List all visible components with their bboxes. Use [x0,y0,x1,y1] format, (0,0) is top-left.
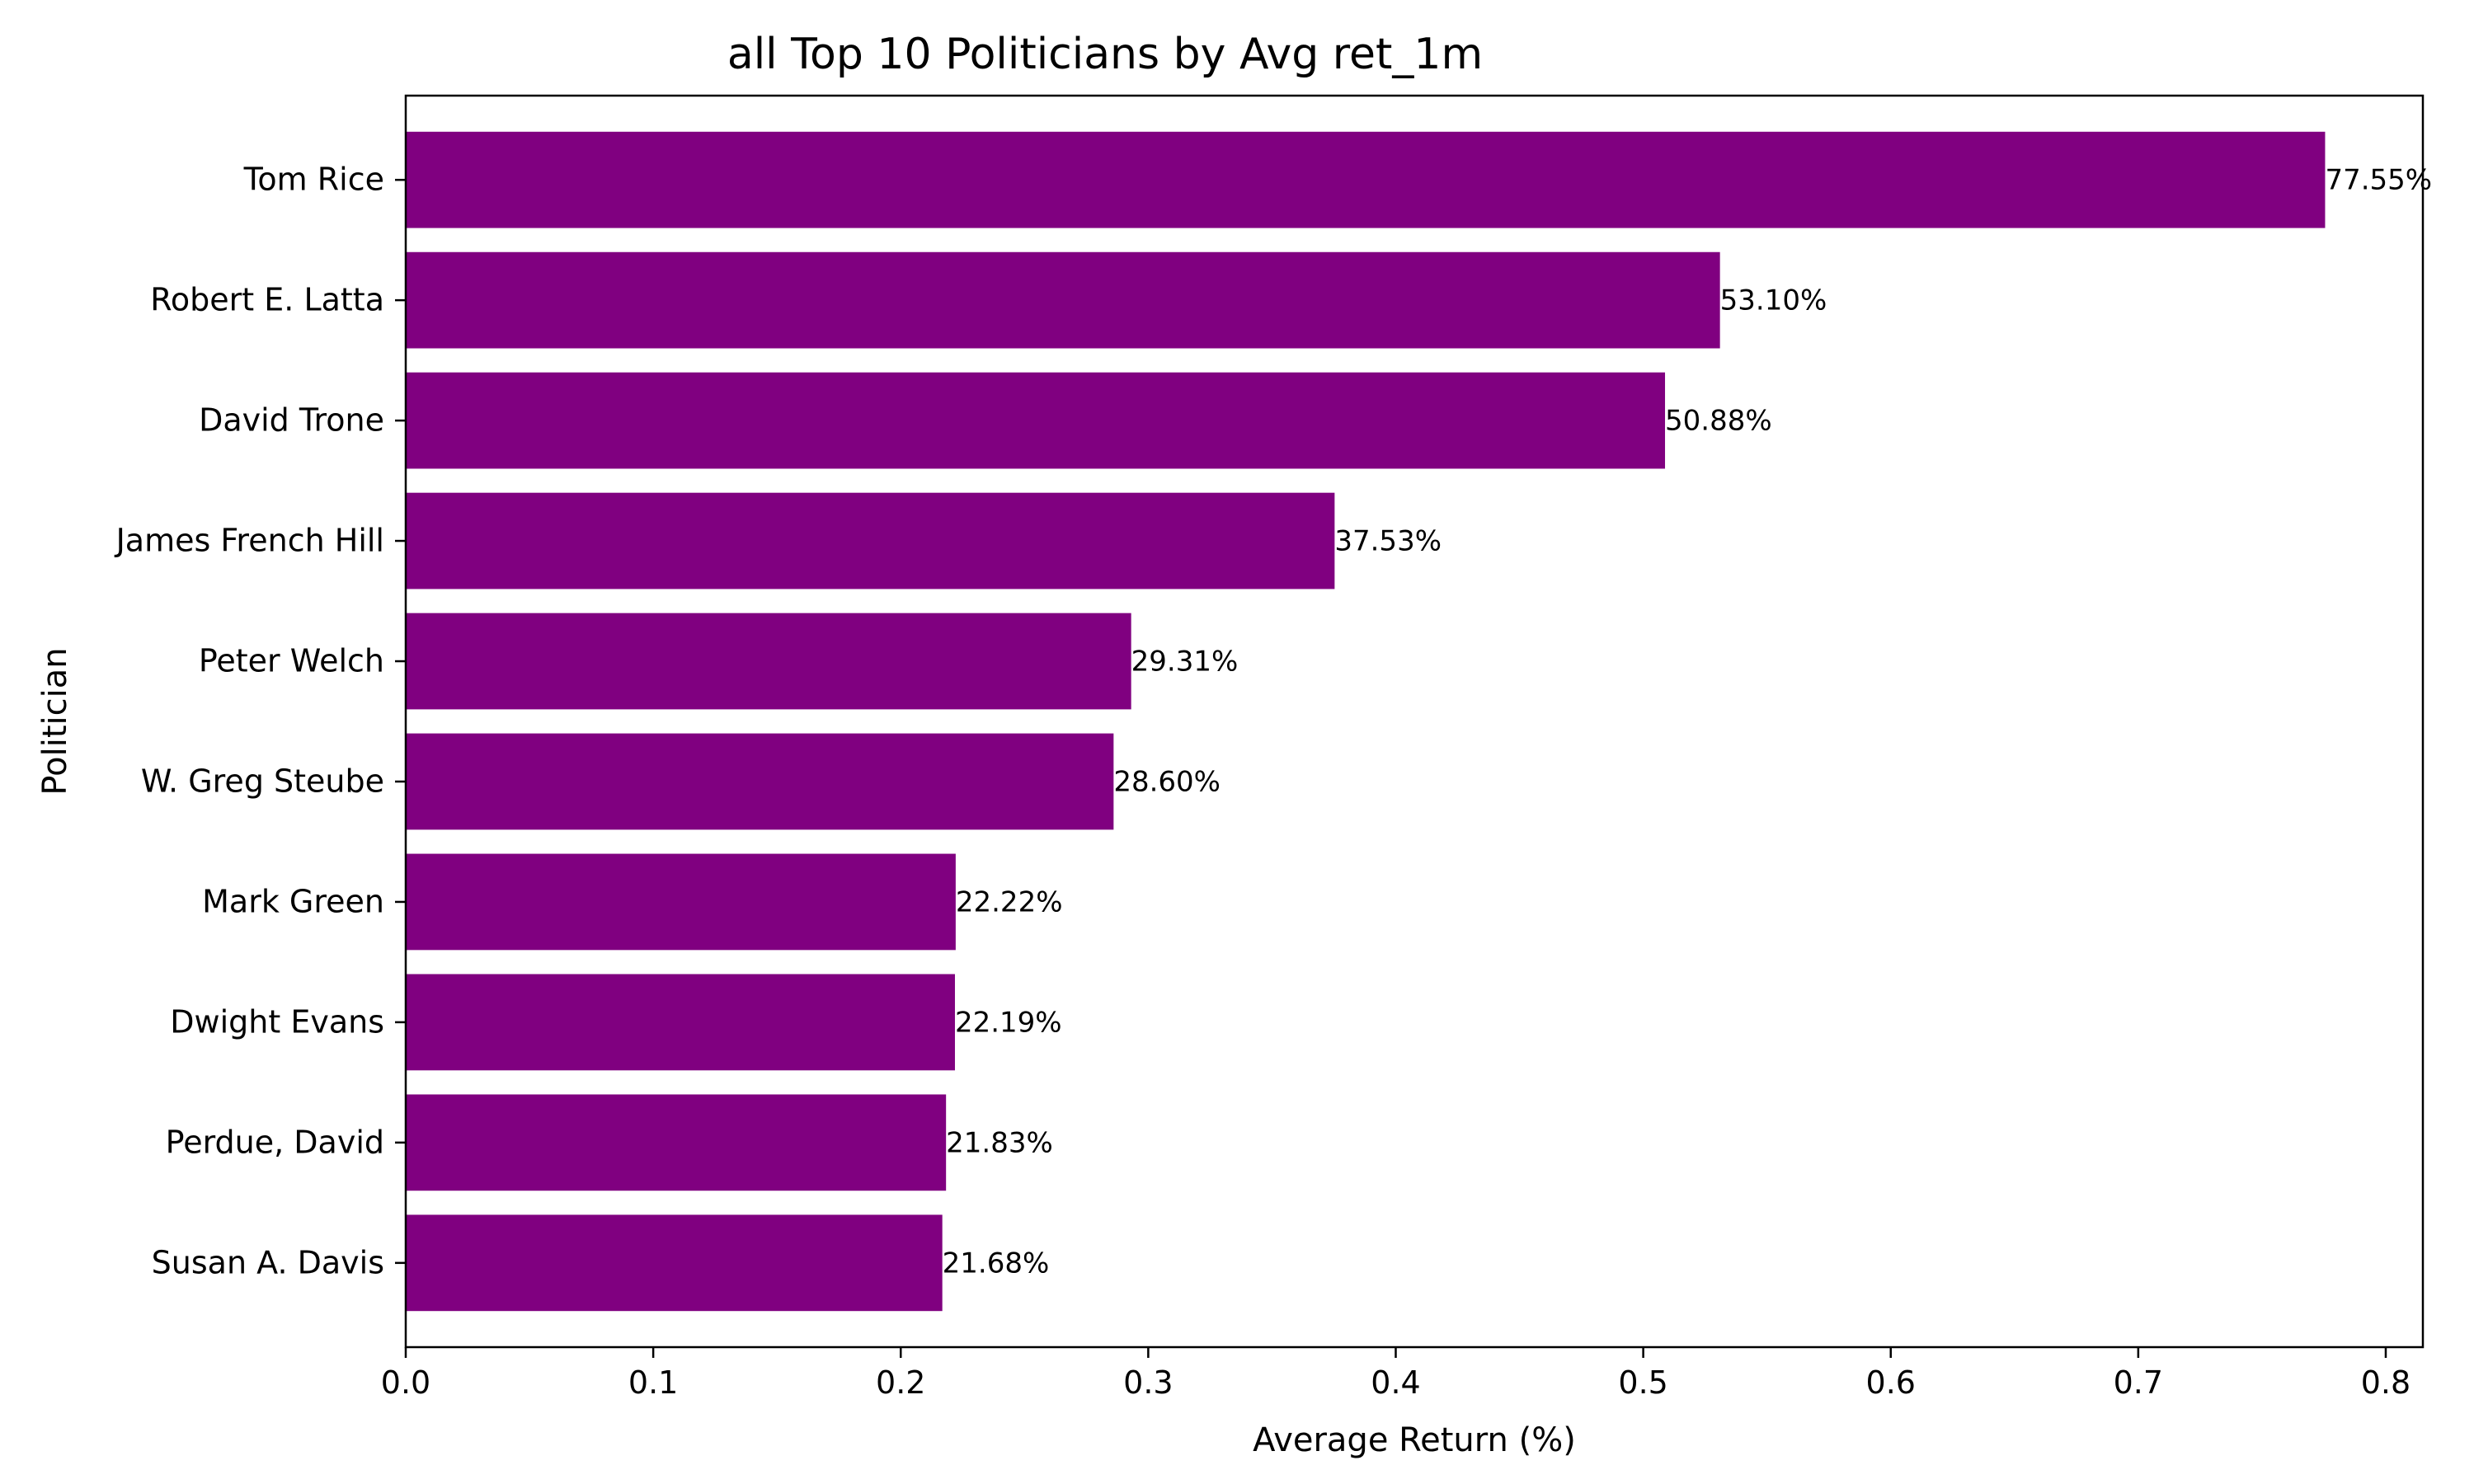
x-tick-label: 0.3 [1123,1364,1173,1401]
bar-value-label: 28.60% [1113,765,1221,798]
x-tick-label: 0.5 [1618,1364,1667,1401]
plot-frame [404,94,2425,1349]
bar-value-label: 53.10% [1720,284,1827,317]
y-tick-label: Susan A. Davis [152,1244,384,1280]
y-axis: Tom Rice Robert E. Latta David Trone James … [115,162,406,1280]
bar [406,492,1335,589]
x-tick-label: 0.8 [2361,1364,2411,1401]
bar-value-label: 50.88% [1665,405,1772,438]
bar [406,853,956,951]
bar [406,1094,947,1191]
bars-group [406,131,2326,1312]
bar-value-label: 21.83% [946,1126,1053,1159]
y-tick-label: Robert E. Latta [150,282,384,318]
bar [406,974,955,1071]
bar [406,1214,943,1312]
y-tick-label: Peter Welch [199,643,384,679]
bar [406,131,2326,228]
y-axis-label: Politician [36,647,74,795]
x-tick-label: 0.4 [1371,1364,1420,1401]
bar [406,372,1666,469]
bar [406,613,1131,710]
y-tick-label: Perdue, David [166,1124,384,1160]
x-axis-label: Average Return (%) [1253,1421,1576,1459]
bar-value-label: 22.19% [955,1006,1062,1039]
y-tick-label: Tom Rice [243,162,384,198]
x-tick-label: 0.7 [2114,1364,2163,1401]
chart-title: all Top 10 Politicians by Avg ret_1m [727,30,1483,79]
bar-value-label: 21.68% [943,1247,1050,1280]
x-axis: 0.0 0.1 0.2 0.3 0.4 0.5 0.6 0.7 0.8 [381,1347,2411,1401]
y-tick-label: Dwight Evans [170,1003,384,1040]
bar-value-labels: 77.55% 53.10% 50.88% 37.53% 29.31% 28.60% 22.2… [943,164,2432,1280]
x-tick-label: 0.2 [876,1364,925,1401]
bar-value-label: 22.22% [956,885,1063,918]
bar-value-label: 77.55% [2325,164,2432,197]
bar [406,733,1114,830]
y-tick-label: Mark Green [202,883,384,919]
y-tick-label: W. Greg Steube [141,763,384,799]
x-tick-label: 0.0 [381,1364,430,1401]
x-tick-label: 0.6 [1866,1364,1916,1401]
bar-value-label: 29.31% [1131,646,1239,679]
bar [406,251,1720,349]
bar-value-label: 37.53% [1334,525,1442,558]
y-tick-label: David Trone [199,402,384,439]
x-tick-label: 0.1 [628,1364,678,1401]
y-tick-label: James French Hill [115,523,384,559]
